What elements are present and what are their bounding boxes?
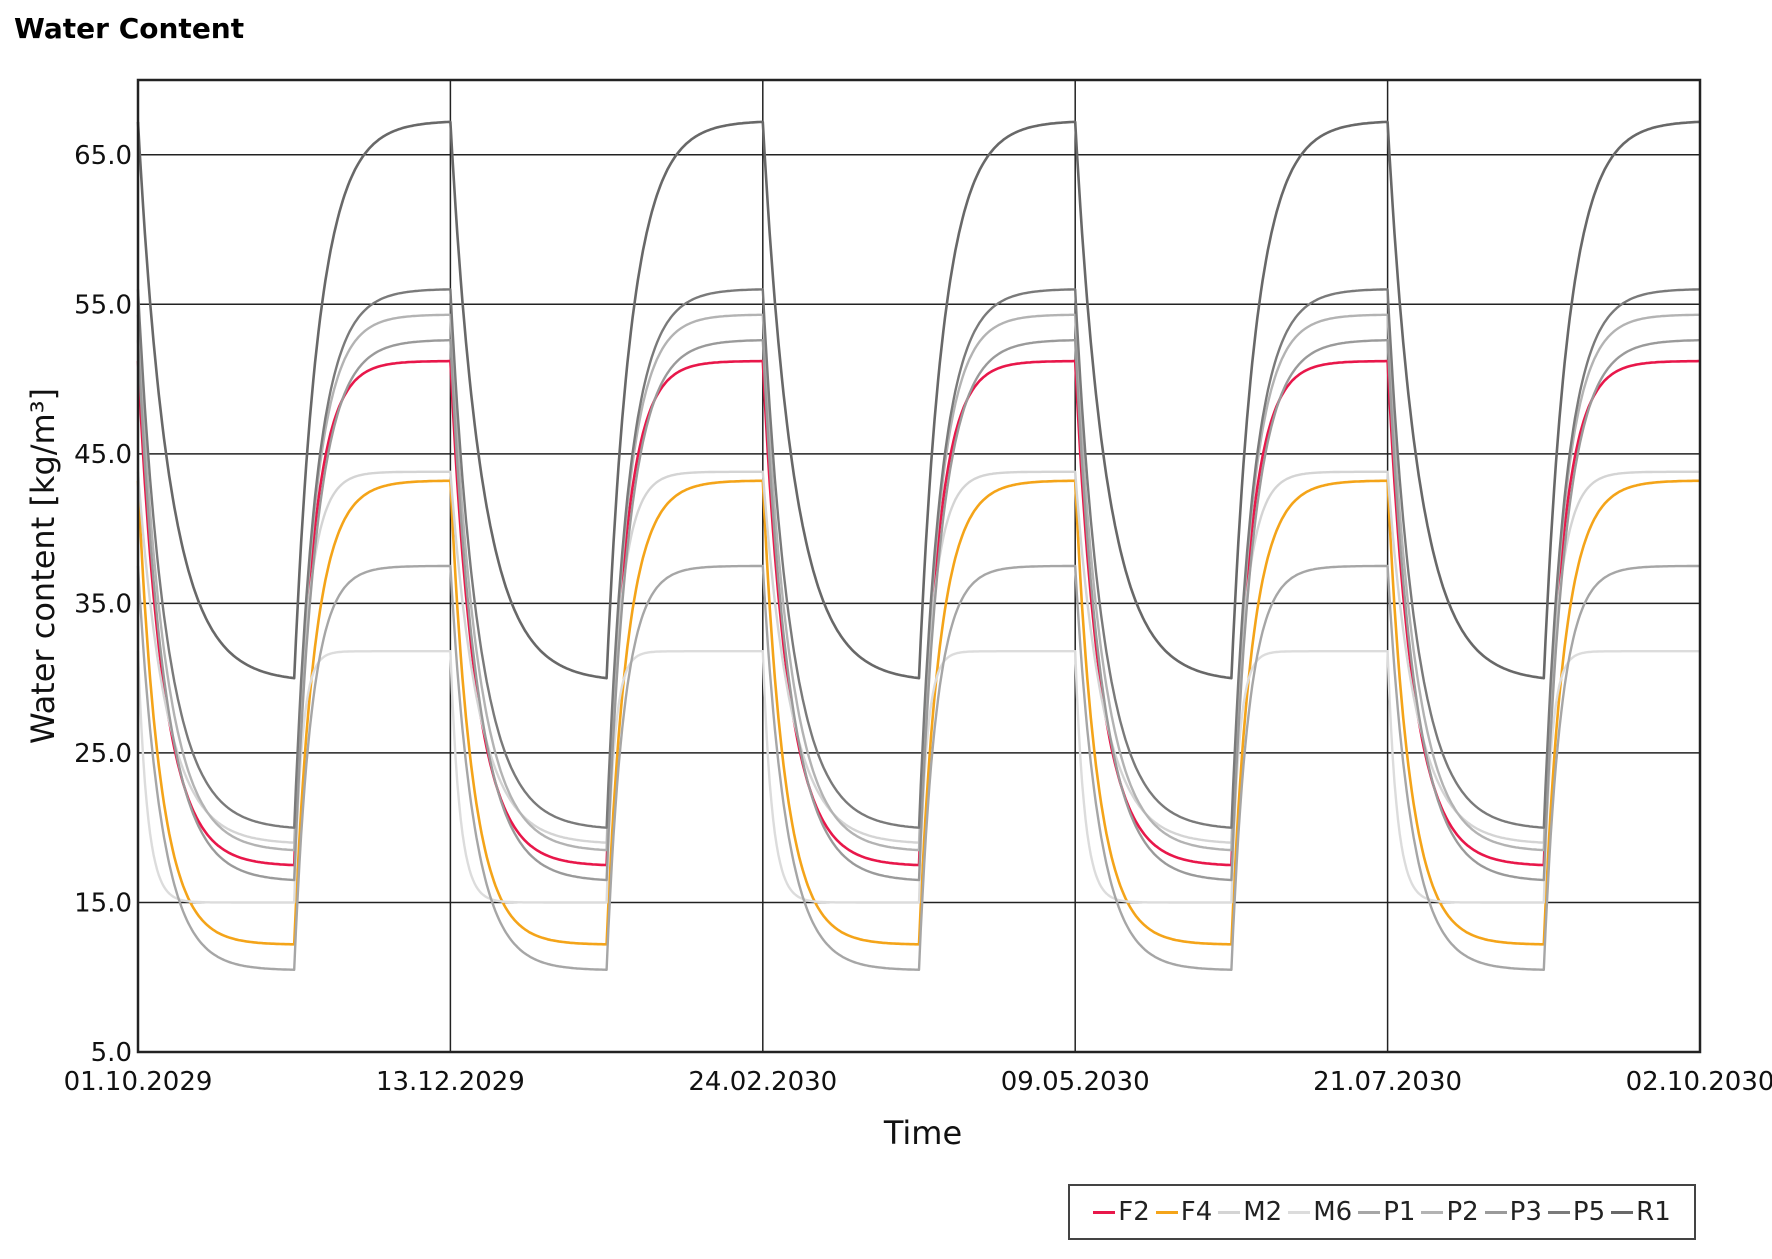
legend-swatch <box>1093 1210 1116 1214</box>
legend-item-m2: M2 <box>1218 1197 1282 1227</box>
y-tick-label: 35.0 <box>74 589 132 619</box>
series-lines <box>136 120 1700 971</box>
legend-swatch <box>1218 1210 1241 1214</box>
x-tick-label: 24.02.2030 <box>688 1067 837 1097</box>
x-axis-ticks: 01.10.2029 13.12.2029 24.02.2030 09.05.2030… <box>64 1067 1772 1097</box>
legend-label: P5 <box>1572 1197 1606 1227</box>
legend-item-p1: P1 <box>1358 1197 1415 1227</box>
chart-title: Water Content <box>14 12 245 45</box>
legend-item-p3: P3 <box>1484 1197 1542 1227</box>
legend-label: P3 <box>1509 1197 1542 1227</box>
series-line-p2 <box>136 313 1700 852</box>
legend-swatch <box>1611 1210 1634 1214</box>
plot-frame <box>136 78 1702 1054</box>
y-tick-label: 25.0 <box>74 739 132 769</box>
series-line-f2 <box>136 359 1700 867</box>
legend-item-m6: M6 <box>1288 1197 1352 1227</box>
legend-label: R1 <box>1636 1197 1671 1227</box>
legend-label: M2 <box>1243 1197 1283 1227</box>
x-axis-label: Time <box>883 1114 962 1152</box>
legend-label: P1 <box>1383 1197 1416 1227</box>
y-axis-ticks: 5.0 15.0 25.0 35.0 45.0 55.0 65.0 <box>74 141 132 1068</box>
y-tick-label: 55.0 <box>74 290 132 320</box>
grid-lines <box>138 80 1700 1053</box>
legend-swatch <box>1421 1210 1444 1214</box>
x-tick-label: 21.07.2030 <box>1313 1067 1462 1097</box>
legend-item-r1: R1 <box>1611 1197 1671 1227</box>
series-line-m6 <box>136 650 1700 904</box>
series-line-p3 <box>136 339 1700 882</box>
legend-label: P2 <box>1446 1197 1479 1227</box>
x-tick-label: 13.12.2029 <box>376 1067 525 1097</box>
x-tick-label: 01.10.2029 <box>64 1067 213 1097</box>
legend-item-p5: P5 <box>1547 1197 1606 1227</box>
legend-swatch <box>1288 1210 1311 1214</box>
legend-swatch <box>1155 1210 1178 1214</box>
legend-swatch <box>1484 1210 1507 1214</box>
y-tick-label: 15.0 <box>74 888 132 918</box>
x-tick-label: 09.05.2030 <box>1001 1067 1150 1097</box>
legend-item-f2: F2 <box>1093 1197 1150 1227</box>
x-tick-label: 02.10.2030 <box>1626 1067 1772 1097</box>
series-line-p5 <box>136 288 1700 829</box>
legend-item-p2: P2 <box>1421 1197 1479 1227</box>
legend-label: M6 <box>1313 1197 1353 1227</box>
y-axis-label: Water content [kg/m³] <box>24 388 62 744</box>
chart-legend: F2 F4 M2 M6 P1 P2 P3 P5 R1 <box>1068 1184 1696 1240</box>
y-tick-label: 45.0 <box>74 440 132 470</box>
legend-swatch <box>1547 1210 1570 1214</box>
series-line-p1 <box>136 564 1700 971</box>
legend-label: F4 <box>1180 1197 1213 1227</box>
y-tick-label: 65.0 <box>74 141 132 171</box>
legend-item-f4: F4 <box>1155 1197 1213 1227</box>
legend-label: F2 <box>1118 1197 1150 1227</box>
y-tick-label: 5.0 <box>91 1038 132 1068</box>
series-line-r1 <box>136 120 1700 680</box>
legend-swatch <box>1358 1210 1381 1214</box>
